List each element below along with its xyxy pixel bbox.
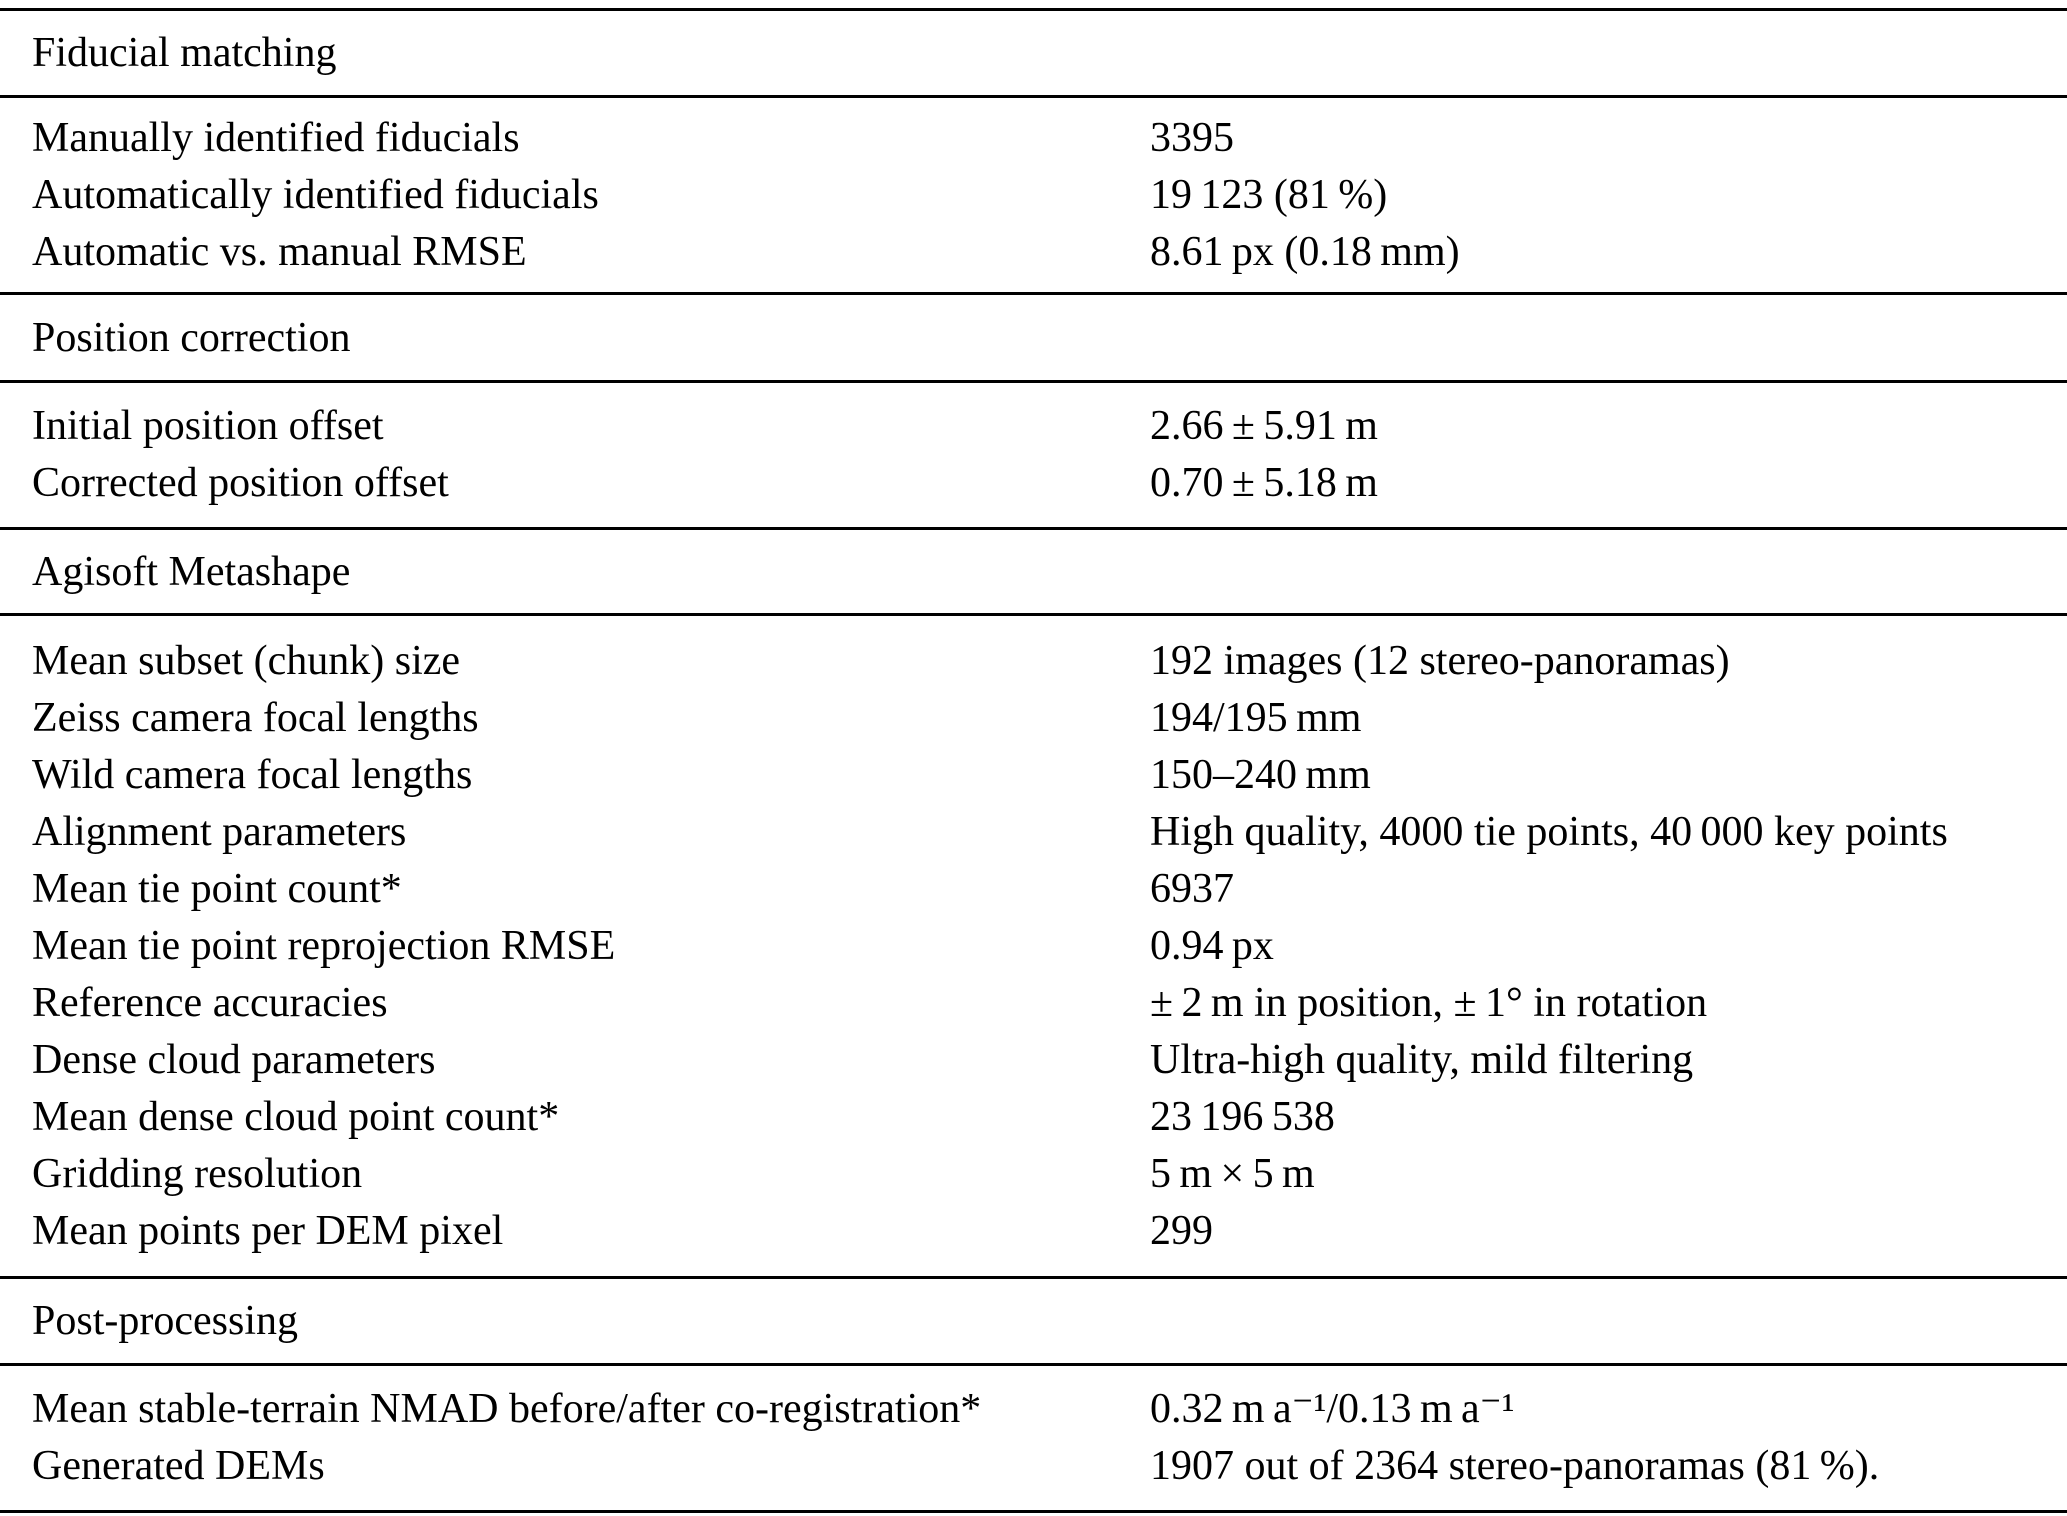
row-value: 192 images (12 stereo-panoramas) [1150, 637, 1730, 684]
table-rule [0, 1276, 2067, 1279]
table-row: Automatic vs. manual RMSE 8.61 px (0.18 … [32, 224, 2067, 281]
section-rows-post-processing: Mean stable-terrain NMAD before/after co… [0, 1366, 2067, 1510]
table-rule [0, 527, 2067, 530]
row-value: 8.61 px (0.18 mm) [1150, 228, 1460, 275]
table-rule-bottom [0, 1510, 2067, 1513]
row-label: Generated DEMs [32, 1443, 325, 1489]
row-value: 6937 [1150, 865, 1234, 912]
row-value: High quality, 4000 tie points, 40 000 ke… [1150, 808, 1948, 855]
row-label: Alignment parameters [32, 808, 407, 855]
row-label: Mean points per DEM pixel [32, 1207, 504, 1254]
table-row: Wild camera focal lengths 150–240 mm [32, 747, 2067, 804]
section-rows-position-correction: Initial position offset 2.66 ± 5.91 m Co… [0, 383, 2067, 527]
top-margin [0, 0, 2067, 8]
section-header-fiducial-matching: Fiducial matching [32, 30, 337, 76]
table-row: Mean points per DEM pixel 299 [32, 1203, 2067, 1260]
table-row: Initial position offset 2.66 ± 5.91 m [32, 398, 2067, 455]
row-label: Gridding resolution [32, 1150, 363, 1197]
table-row: Manually identified fiducials 3395 [32, 110, 2067, 167]
table-row: Dense cloud parameters Ultra-high qualit… [32, 1032, 2067, 1089]
table-row: Zeiss camera focal lengths 194/195 mm [32, 690, 2067, 747]
table-rule [0, 292, 2067, 295]
row-label: Mean tie point reprojection RMSE [32, 922, 616, 969]
row-label: Mean subset (chunk) size [32, 637, 461, 684]
section-header-position-correction: Position correction [32, 314, 351, 361]
row-label: Dense cloud parameters [32, 1036, 436, 1083]
table-row: Mean subset (chunk) size 192 images (12 … [32, 633, 2067, 690]
table-row: Mean dense cloud point count* 23 196 538 [32, 1089, 2067, 1146]
section-rows-fiducial-matching: Manually identified fiducials 3395 Autom… [0, 98, 2067, 292]
row-value: 150–240 mm [1150, 751, 1371, 798]
row-label: Automatically identified fiducials [32, 171, 599, 218]
row-value: 0.32 m a⁻¹/0.13 m a⁻¹ [1150, 1386, 1515, 1432]
row-value: ± 2 m in position, ± 1° in rotation [1150, 979, 1708, 1026]
row-value: 1907 out of 2364 stereo-panoramas (81 %)… [1150, 1443, 1880, 1489]
row-value: 5 m × 5 m [1150, 1150, 1315, 1197]
row-label: Mean stable-terrain NMAD before/after co… [32, 1386, 982, 1432]
section-header-agisoft-metashape: Agisoft Metashape [32, 548, 351, 595]
table-row: Reference accuracies ± 2 m in position, … [32, 975, 2067, 1032]
table-rule-top [0, 8, 2067, 11]
row-value: 3395 [1150, 114, 1234, 161]
row-label: Initial position offset [32, 403, 384, 449]
table-rule [0, 1363, 2067, 1366]
row-value: 299 [1150, 1207, 1213, 1254]
table-row: Mean tie point count* 6937 [32, 861, 2067, 918]
row-label: Wild camera focal lengths [32, 751, 473, 798]
row-label: Zeiss camera focal lengths [32, 694, 479, 741]
row-value: 2.66 ± 5.91 m [1150, 403, 1378, 449]
section-rows-agisoft-metashape: Mean subset (chunk) size 192 images (12 … [0, 616, 2067, 1276]
row-label: Mean tie point count* [32, 865, 402, 912]
row-value: 194/195 mm [1150, 694, 1362, 741]
row-value: 23 196 538 [1150, 1093, 1335, 1140]
table-rule [0, 95, 2067, 98]
row-value: 19 123 (81 %) [1150, 171, 1388, 218]
table-row: Gridding resolution 5 m × 5 m [32, 1146, 2067, 1203]
row-label: Mean dense cloud point count* [32, 1093, 560, 1140]
row-label: Corrected position offset [32, 460, 449, 506]
row-label: Reference accuracies [32, 979, 388, 1026]
table-rule [0, 380, 2067, 383]
row-value: 0.70 ± 5.18 m [1150, 460, 1378, 506]
table-rule [0, 613, 2067, 616]
table-row: Mean tie point reprojection RMSE 0.94 px [32, 918, 2067, 975]
row-value: Ultra-high quality, mild filtering [1150, 1036, 1694, 1083]
table-row: Mean stable-terrain NMAD before/after co… [32, 1381, 2067, 1438]
row-label: Automatic vs. manual RMSE [32, 228, 527, 275]
row-label: Manually identified fiducials [32, 114, 520, 161]
section-header-post-processing: Post-processing [32, 1298, 298, 1344]
table-row: Corrected position offset 0.70 ± 5.18 m [32, 455, 2067, 512]
table-row: Generated DEMs 1907 out of 2364 stereo-p… [32, 1438, 2067, 1495]
row-value: 0.94 px [1150, 922, 1274, 969]
table-row: Automatically identified fiducials 19 12… [32, 167, 2067, 224]
table-row: Alignment parameters High quality, 4000 … [32, 804, 2067, 861]
